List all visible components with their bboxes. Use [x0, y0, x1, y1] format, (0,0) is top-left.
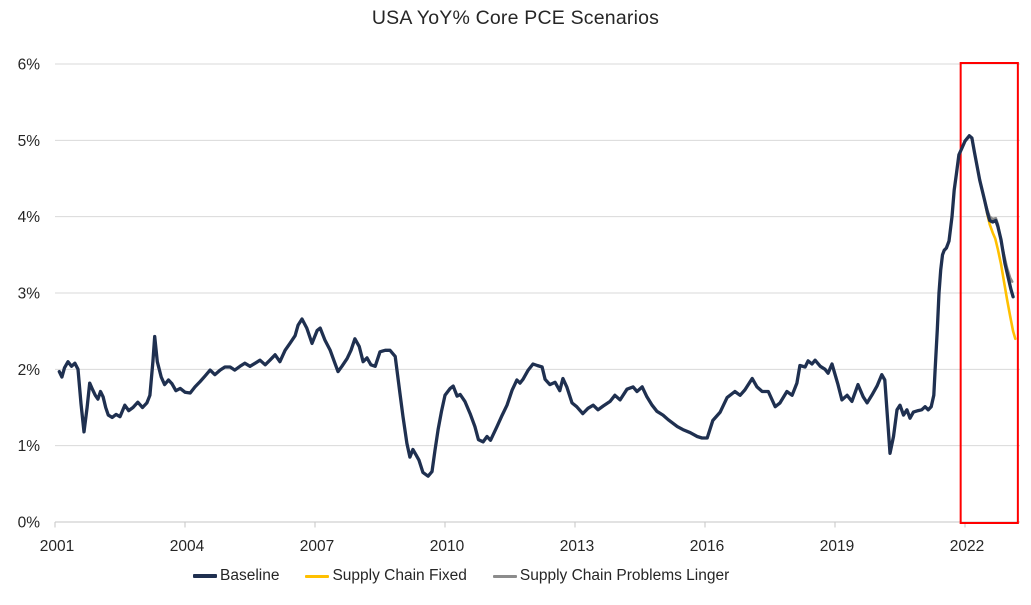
legend: Baseline Supply Chain Fixed Supply Chain… [193, 567, 729, 585]
y-axis-tick-label: 4% [18, 209, 41, 226]
y-axis-tick-label: 1% [18, 438, 41, 455]
series-supply-chain-fixed [983, 198, 1017, 341]
y-axis-tick-label: 3% [18, 286, 41, 303]
x-axis-tick-label: 2016 [690, 538, 724, 555]
gridlines [55, 63, 1020, 523]
y-axis-tick-label: 2% [18, 362, 41, 379]
legend-label-baseline: Baseline [220, 567, 280, 584]
legend-label-supply-chain-fixed: Supply Chain Fixed [332, 567, 467, 584]
data-series [57, 134, 1017, 478]
x-axis-tick-label: 2013 [560, 538, 594, 555]
legend-item-baseline: Baseline [193, 567, 279, 585]
x-axis [54, 522, 966, 528]
legend-swatch-supply-chain-fixed [305, 574, 330, 578]
axis-labels: 0% 1% 2% 3% 4% 5% 6% 2001 2004 2007 2010 2013 2016 20… [18, 57, 985, 555]
x-axis-tick-label: 2007 [300, 538, 334, 555]
x-axis-tick-label: 2001 [40, 538, 74, 555]
forecast-highlight [959, 62, 1019, 524]
y-axis-tick-label: 5% [18, 133, 41, 150]
y-axis-tick-label: 0% [18, 515, 41, 532]
series-baseline [57, 134, 1015, 478]
x-axis-tick-label: 2004 [170, 538, 205, 555]
chart-title: USA YoY% Core PCE Scenarios [371, 7, 660, 29]
legend-item-supply-chain-fixed: Supply Chain Fixed [305, 567, 467, 585]
forecast-highlight-box [959, 62, 1019, 524]
y-axis-tick-label: 6% [18, 57, 41, 74]
legend-label-supply-chain-problems-linger: Supply Chain Problems Linger [519, 567, 730, 584]
x-axis-tick-label: 2019 [820, 538, 854, 555]
x-axis-tick-label: 2010 [430, 538, 465, 555]
legend-swatch-supply-chain-problems-linger [492, 574, 517, 578]
legend-swatch-baseline [193, 574, 217, 578]
legend-item-supply-chain-problems-linger: Supply Chain Problems Linger [492, 567, 730, 585]
x-axis-tick-label: 2022 [950, 538, 984, 555]
